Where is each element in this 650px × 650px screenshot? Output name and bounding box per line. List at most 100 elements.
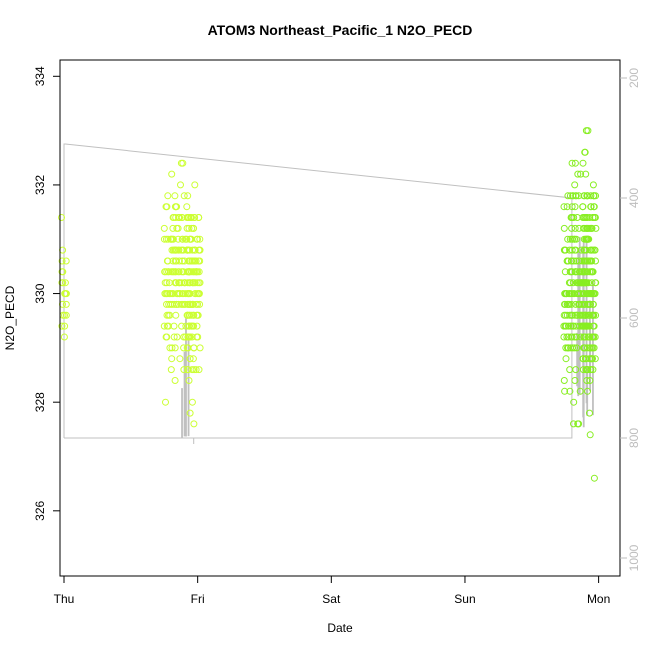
data-point [172, 257, 180, 265]
y-tick-label: 334 [33, 66, 47, 86]
data-point [584, 387, 591, 395]
data-point [571, 224, 579, 232]
altitude-trace [63, 143, 573, 444]
data-point [168, 170, 176, 178]
data-point [571, 181, 579, 189]
data-point [567, 344, 575, 352]
data-point [566, 246, 574, 254]
data-point [185, 322, 193, 330]
data-point [196, 279, 204, 287]
data-point [567, 311, 575, 319]
data-point [191, 181, 199, 189]
data-point [589, 181, 597, 189]
data-point [580, 311, 588, 319]
data-point [589, 311, 597, 319]
data-point [561, 290, 569, 298]
data-point [169, 235, 177, 243]
data-point [170, 300, 178, 308]
data-point [574, 170, 582, 178]
y-tick-label: 328 [33, 392, 47, 412]
y2-tick-label: 400 [627, 188, 641, 208]
data-point [581, 148, 589, 156]
data-point [183, 344, 191, 352]
y2-tick-label: 800 [627, 428, 641, 448]
data-point [591, 246, 599, 254]
data-point [161, 268, 169, 276]
data-point [592, 257, 599, 265]
data-point [173, 224, 181, 232]
data-point [568, 246, 576, 254]
data-point [591, 214, 599, 221]
data-point [586, 431, 594, 439]
data-point [60, 333, 68, 341]
data-point [166, 311, 174, 319]
data-point [160, 235, 168, 243]
altitude-profile [585, 239, 588, 404]
data-point [570, 420, 577, 428]
data-point [582, 322, 590, 330]
data-point [58, 214, 65, 221]
data-point [191, 290, 199, 298]
data-point [586, 268, 594, 276]
data-point [569, 344, 577, 352]
data-point [190, 366, 198, 374]
data-point [567, 333, 575, 341]
data-point [561, 387, 569, 395]
data-point [587, 203, 595, 211]
data-point [177, 181, 184, 189]
data-point [564, 333, 572, 341]
data-point [579, 159, 587, 167]
data-point [583, 290, 590, 298]
data-point [188, 398, 196, 406]
data-point [565, 322, 572, 330]
data-point [172, 311, 180, 319]
data-point [571, 246, 579, 254]
data-point [581, 333, 589, 341]
data-point [590, 474, 598, 482]
data-point [563, 203, 571, 211]
data-point [169, 224, 177, 232]
data-point [178, 268, 186, 276]
y2-tick-label: 600 [627, 308, 641, 328]
data-point [592, 224, 600, 232]
data-point [581, 214, 589, 221]
data-point [185, 268, 193, 276]
data-point [587, 355, 595, 363]
data-point [568, 224, 576, 232]
data-point [586, 214, 594, 221]
data-point [166, 344, 174, 352]
data-point [564, 192, 572, 200]
data-point [570, 235, 578, 243]
data-point [189, 224, 197, 232]
data-point [160, 322, 168, 330]
data-point [581, 268, 589, 276]
data-point [171, 344, 179, 352]
x-tick-label: Mon [587, 592, 610, 606]
y-tick-label: 332 [33, 175, 47, 195]
data-point [58, 257, 66, 265]
y2-tick-label: 200 [627, 68, 641, 88]
data-point [586, 290, 594, 298]
data-point [581, 192, 588, 200]
data-point [568, 159, 576, 167]
data-point [184, 300, 192, 308]
plot-frame [59, 59, 621, 577]
data-point [186, 409, 194, 417]
data-point [568, 268, 576, 276]
data-point [184, 333, 192, 341]
data-point [583, 377, 591, 384]
data-point [187, 214, 195, 221]
data-point [582, 127, 590, 135]
data-point [168, 268, 176, 276]
data-point [184, 246, 192, 254]
x-tick-label: Thu [54, 592, 75, 606]
data-point [560, 203, 568, 211]
data-point [570, 214, 578, 221]
data-point [586, 377, 594, 384]
data-point [579, 279, 587, 287]
data-point [187, 268, 195, 276]
data-point [193, 268, 201, 276]
data-point [186, 355, 194, 363]
data-point [592, 279, 600, 287]
data-point [162, 333, 170, 341]
